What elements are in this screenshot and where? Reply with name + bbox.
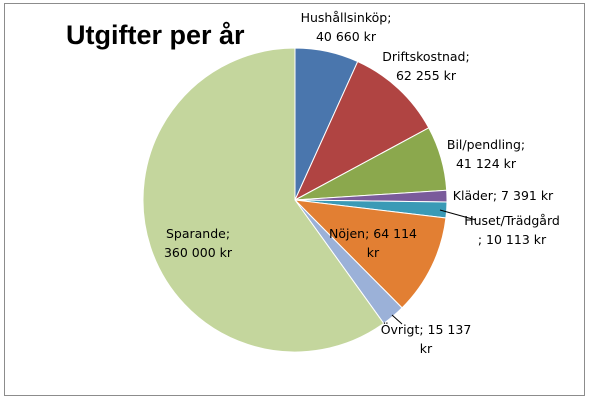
data-label-bil-pendling: Bil/pendling; 41 124 kr <box>447 137 525 171</box>
pie-slice-driftskostnad <box>293 60 430 202</box>
leader-line <box>391 314 403 325</box>
leader-lines <box>391 209 477 325</box>
pie-slice-sparande <box>142 47 385 353</box>
data-label-n-jen: Nöjen; 64 114 kr <box>329 226 417 260</box>
data-labels: Hushållsinköp; 40 660 kr Driftskostnad; 62 … <box>164 10 560 356</box>
data-label-driftskostnad: Driftskostnad; 62 255 kr <box>382 49 469 83</box>
data-label-sparande: Sparande; 360 000 kr <box>164 226 233 260</box>
pie-slices <box>142 47 448 353</box>
pie-slice-n-jen <box>293 199 447 309</box>
data-label-huset-tr-dg-rd: Huset/Trädgård; 10 113 kr <box>464 213 560 247</box>
data-label-hush-llsink-p: Hushållsinköp; 40 660 kr <box>301 10 392 44</box>
chart-title: Utgifter per år <box>66 20 245 50</box>
leader-line <box>439 209 477 221</box>
data-label--vrigt: Övrigt; 15 137 kr <box>381 321 472 356</box>
data-label-kl-der: Kläder; 7 391 kr <box>453 188 554 203</box>
